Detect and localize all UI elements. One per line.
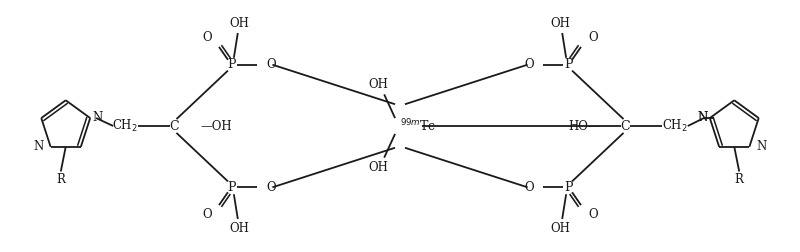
Text: R: R <box>734 173 744 186</box>
Text: OH: OH <box>368 78 388 91</box>
Text: CH$_2$: CH$_2$ <box>112 118 138 134</box>
Text: N: N <box>34 140 44 153</box>
Text: P: P <box>228 181 236 194</box>
Text: R: R <box>56 173 66 186</box>
Text: P: P <box>564 181 572 194</box>
Text: N: N <box>698 111 708 123</box>
Text: O: O <box>588 32 598 45</box>
Text: O: O <box>202 207 212 220</box>
Text: HO—: HO— <box>568 119 600 133</box>
Text: O: O <box>524 181 534 194</box>
Text: O: O <box>588 207 598 220</box>
Text: O: O <box>266 58 276 71</box>
Text: N: N <box>756 140 766 153</box>
Text: CH$_2$: CH$_2$ <box>662 118 688 134</box>
Text: P: P <box>564 58 572 71</box>
Text: N: N <box>698 111 708 123</box>
Text: O: O <box>524 58 534 71</box>
Text: C: C <box>621 119 630 133</box>
Text: P: P <box>228 58 236 71</box>
Text: N: N <box>92 111 102 123</box>
Text: OH: OH <box>550 222 570 235</box>
Text: O: O <box>202 32 212 45</box>
Text: —OH: —OH <box>200 119 232 133</box>
Text: OH: OH <box>550 17 570 30</box>
Text: OH: OH <box>230 222 250 235</box>
Text: O: O <box>266 181 276 194</box>
Text: OH: OH <box>230 17 250 30</box>
Text: $^{99m}$Tc: $^{99m}$Tc <box>400 118 436 134</box>
Text: C: C <box>170 119 179 133</box>
Text: OH: OH <box>368 161 388 174</box>
